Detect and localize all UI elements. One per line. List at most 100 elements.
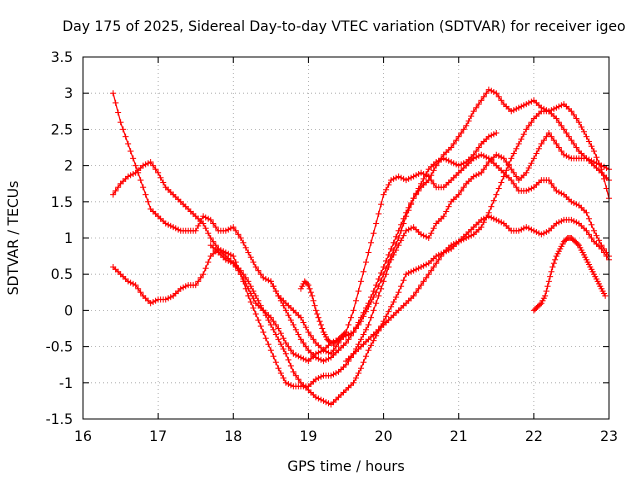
data-point — [413, 190, 420, 197]
data-point — [535, 145, 542, 152]
data-point — [242, 244, 249, 251]
data-point — [343, 340, 349, 346]
data-point — [292, 372, 299, 379]
data-point — [545, 130, 552, 136]
data-point — [300, 340, 307, 346]
data-point — [370, 307, 377, 314]
data-point — [405, 204, 412, 211]
data-point — [135, 285, 142, 292]
data-point — [583, 227, 590, 234]
data-point — [390, 299, 397, 305]
data-point — [490, 197, 497, 204]
data-point — [420, 262, 427, 269]
data-point — [538, 140, 545, 147]
data-point — [480, 219, 487, 226]
data-point — [235, 231, 242, 238]
series-layer — [110, 86, 612, 408]
data-point — [475, 101, 482, 108]
data-point — [210, 220, 217, 227]
data-point — [425, 235, 432, 241]
data-point — [428, 172, 435, 179]
data-point — [250, 259, 257, 266]
data-point — [513, 184, 520, 191]
data-point — [275, 292, 282, 299]
data-point — [500, 173, 507, 180]
data-point — [307, 289, 314, 296]
data-point — [355, 319, 362, 326]
data-point — [365, 300, 372, 307]
data-point — [363, 305, 369, 311]
data-point — [265, 317, 272, 324]
data-point — [312, 307, 319, 314]
data-point — [350, 307, 357, 314]
data-point — [475, 144, 482, 151]
data-point — [250, 288, 257, 295]
data-point — [550, 137, 557, 144]
data-point — [395, 242, 402, 249]
data-point — [297, 336, 304, 343]
data-point — [195, 222, 202, 229]
data-point — [358, 278, 364, 285]
data-point — [311, 302, 318, 309]
data-point — [525, 122, 532, 129]
data-point — [385, 181, 392, 188]
data-point — [455, 191, 462, 198]
data-point — [558, 148, 565, 155]
data-point — [132, 162, 139, 169]
data-point — [453, 137, 460, 144]
data-point — [508, 177, 515, 184]
data-point — [388, 256, 395, 263]
data-point — [568, 137, 575, 144]
chart-title: Day 175 of 2025, Sidereal Day-to-day VTE… — [62, 19, 625, 35]
data-point — [548, 133, 555, 140]
data-point — [302, 324, 309, 331]
data-point — [588, 221, 595, 228]
data-point — [378, 285, 385, 292]
data-point — [438, 253, 445, 260]
data-point — [282, 350, 289, 357]
data-point — [473, 172, 480, 179]
data-point — [157, 174, 164, 181]
data-point — [423, 274, 430, 281]
data-point — [260, 329, 267, 336]
data-point — [570, 140, 577, 147]
data-point — [316, 318, 323, 325]
data-point — [537, 301, 544, 308]
data-point — [112, 187, 119, 194]
data-point — [573, 115, 580, 122]
data-point — [280, 375, 287, 381]
data-point — [420, 278, 427, 285]
series-trace — [345, 110, 610, 362]
data-point — [302, 343, 309, 350]
data-point — [140, 184, 147, 191]
data-point — [202, 265, 209, 272]
data-point — [272, 359, 279, 366]
data-point — [202, 225, 209, 232]
data-point — [348, 332, 354, 339]
data-point — [307, 332, 314, 339]
data-point — [267, 321, 274, 328]
data-point — [145, 198, 152, 205]
x-tick-label: 23 — [600, 429, 618, 445]
data-point — [415, 285, 422, 292]
data-point — [380, 264, 387, 270]
data-point — [319, 325, 326, 332]
data-point — [353, 297, 359, 304]
data-point — [305, 282, 312, 289]
data-point — [147, 159, 154, 165]
data-point — [508, 155, 515, 162]
data-point — [368, 314, 374, 321]
data-point — [542, 292, 549, 299]
data-point — [373, 300, 380, 307]
data-point — [495, 93, 502, 100]
data-point — [455, 133, 462, 140]
data-point — [500, 155, 507, 162]
data-point — [117, 119, 124, 126]
data-point — [306, 285, 313, 292]
data-point — [525, 165, 532, 171]
data-point — [365, 249, 372, 256]
data-point — [410, 195, 417, 202]
data-point — [353, 324, 359, 331]
data-point — [390, 239, 397, 246]
data-point — [583, 133, 590, 140]
